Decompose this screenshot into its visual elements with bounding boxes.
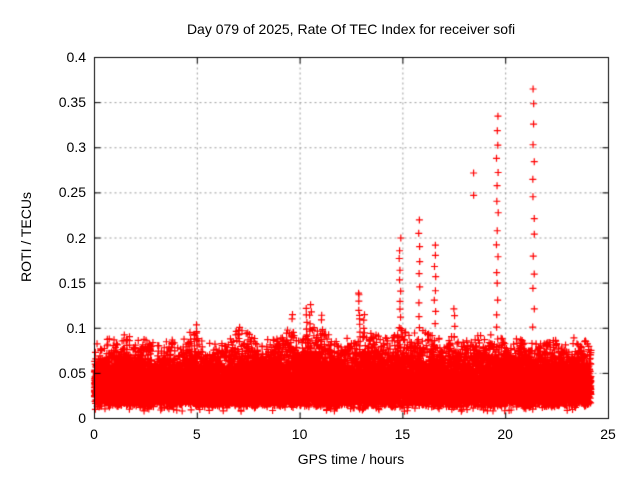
y-tick-label: 0.25 bbox=[58, 184, 86, 201]
x-tick-label: 0 bbox=[90, 426, 98, 442]
y-tick-label: 0.3 bbox=[66, 139, 86, 156]
y-tick-label: 0.35 bbox=[58, 94, 86, 111]
x-axis-label: GPS time / hours bbox=[297, 451, 405, 467]
x-tick-label: 5 bbox=[192, 426, 201, 442]
y-tick-label: 0.05 bbox=[58, 364, 86, 381]
x-tick-label: 20 bbox=[497, 426, 513, 442]
x-tick-label: 25 bbox=[600, 426, 616, 442]
y-tick-label: 0 bbox=[78, 410, 86, 426]
y-tick-label: 0.4 bbox=[66, 49, 86, 65]
x-tick-label: 10 bbox=[291, 426, 308, 442]
y-tick-label: 0.15 bbox=[58, 274, 86, 291]
y-tick-label: 0.2 bbox=[66, 229, 86, 246]
chart-title: Day 079 of 2025, Rate Of TEC Index for r… bbox=[186, 21, 516, 37]
x-tick-label: 15 bbox=[394, 426, 411, 442]
y-tick-label: 0.1 bbox=[66, 319, 86, 336]
